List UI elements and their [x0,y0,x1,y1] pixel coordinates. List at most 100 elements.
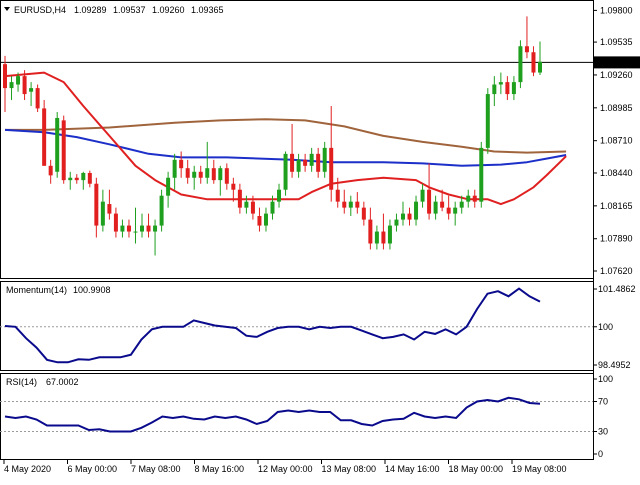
candles [3,16,542,256]
current-price-box [594,56,640,69]
candle-body [237,189,242,208]
rsi-name: RSI(14) [6,377,37,387]
price-tick-label: 1.07620 [600,266,633,276]
candle-body [381,231,386,244]
momentum-tick-label: 100 [598,322,613,332]
chart-title: EURUSD,H4 1.09289 1.09537 1.09260 1.0936… [4,5,224,15]
candle-body [472,195,477,202]
price-tick-label: 1.08165 [600,201,633,211]
rsi-line [4,396,541,433]
candle-body [387,225,392,244]
candle-body [205,168,210,178]
candle-body [283,153,288,190]
candle-body [68,177,73,181]
candle-body [55,117,60,172]
candle-body [400,213,405,220]
candle-body [133,231,138,233]
time-tick-label: 13 May 08:00 [322,464,377,474]
momentum-tick-label: 101.4862 [598,284,636,294]
candle-body [29,88,34,92]
candle-body [394,219,399,226]
rsi-tick-label: 70 [598,397,608,407]
candle-body [329,147,334,190]
candle-body [270,201,275,214]
candle-body [368,219,373,244]
time-tick-label: 12 May 00:00 [258,464,313,474]
candle-body [35,88,40,109]
rsi-panel-frame [0,373,594,460]
collapse-triangle-icon[interactable] [4,7,10,11]
title-symbol: EURUSD,H4 [14,5,66,15]
panel-frames [0,0,594,460]
candle-body [16,76,21,85]
candle-body [192,171,197,178]
candle-body [250,201,255,214]
momentum-line [4,287,541,364]
candle-body [342,201,347,208]
candle-body [211,168,216,181]
candle-body [42,108,47,166]
rsi-tick-label: 30 [598,427,608,437]
candle-body [263,213,268,226]
price-axis: 1.09800 1.09535 1.09260 1.08985 1.08710 1.084… [593,5,640,276]
rsi-tick-label: 100 [598,374,613,384]
candle-body [322,147,327,172]
candle-body [433,201,438,214]
candle-body [81,172,86,181]
price-tick-label: 1.08985 [600,103,633,113]
candle-body [303,159,308,166]
momentum-tick-label: 98.4952 [598,360,631,370]
rsi-title: RSI(14) 67.0002 [6,377,79,387]
candle-body [492,84,497,95]
candle-body [107,204,112,214]
candle-body [348,201,353,208]
time-tick-label: 18 May 00:00 [449,464,504,474]
candle-body [100,201,105,226]
rsi-tick-label: 0 [598,449,603,459]
candle-body [374,231,379,244]
price-tick-label: 1.09535 [600,37,633,47]
candle-body [231,183,236,190]
momentum-title: Momentum(14) 100.9908 [6,285,111,295]
candle-body [218,168,223,181]
time-tick-label: 14 May 16:00 [385,464,440,474]
candle-body [113,213,118,232]
candle-body [61,120,66,181]
candle-body [172,159,177,178]
candle-body [316,153,321,172]
candle-body [224,168,229,184]
candle-body [277,189,282,202]
candle-body [335,189,340,202]
candle-body [309,153,314,166]
candle-body [427,189,432,214]
candle-body [185,168,190,178]
candle-body [257,216,262,226]
candle-body [153,225,158,232]
candle-body [120,225,125,232]
candle-body [48,165,53,176]
momentum-name: Momentum(14) [6,285,67,295]
candle-body [74,177,79,181]
candle-body [453,207,458,214]
price-tick-label: 1.08440 [600,168,633,178]
momentum-value: 100.9908 [73,285,111,295]
ma-slow-line [5,118,567,154]
candle-body [361,207,366,220]
candle-body [420,189,425,202]
price-tick-label: 1.08710 [600,136,633,146]
title-high: 1.09537 [113,5,146,15]
title-open: 1.09289 [74,5,107,15]
candle-body [459,201,464,208]
candle-body [538,61,542,73]
candle-body [407,213,412,220]
price-tick-label: 1.09800 [600,5,633,15]
candle-body [511,82,516,95]
candle-body [479,147,484,202]
candle-body [440,201,445,208]
candle-body [179,159,184,169]
time-tick-label: 19 May 08:00 [512,464,567,474]
time-tick-label: 4 May 2020 [4,464,51,474]
candle-body [466,195,471,202]
current-price-label: 1.09365 [598,57,631,67]
